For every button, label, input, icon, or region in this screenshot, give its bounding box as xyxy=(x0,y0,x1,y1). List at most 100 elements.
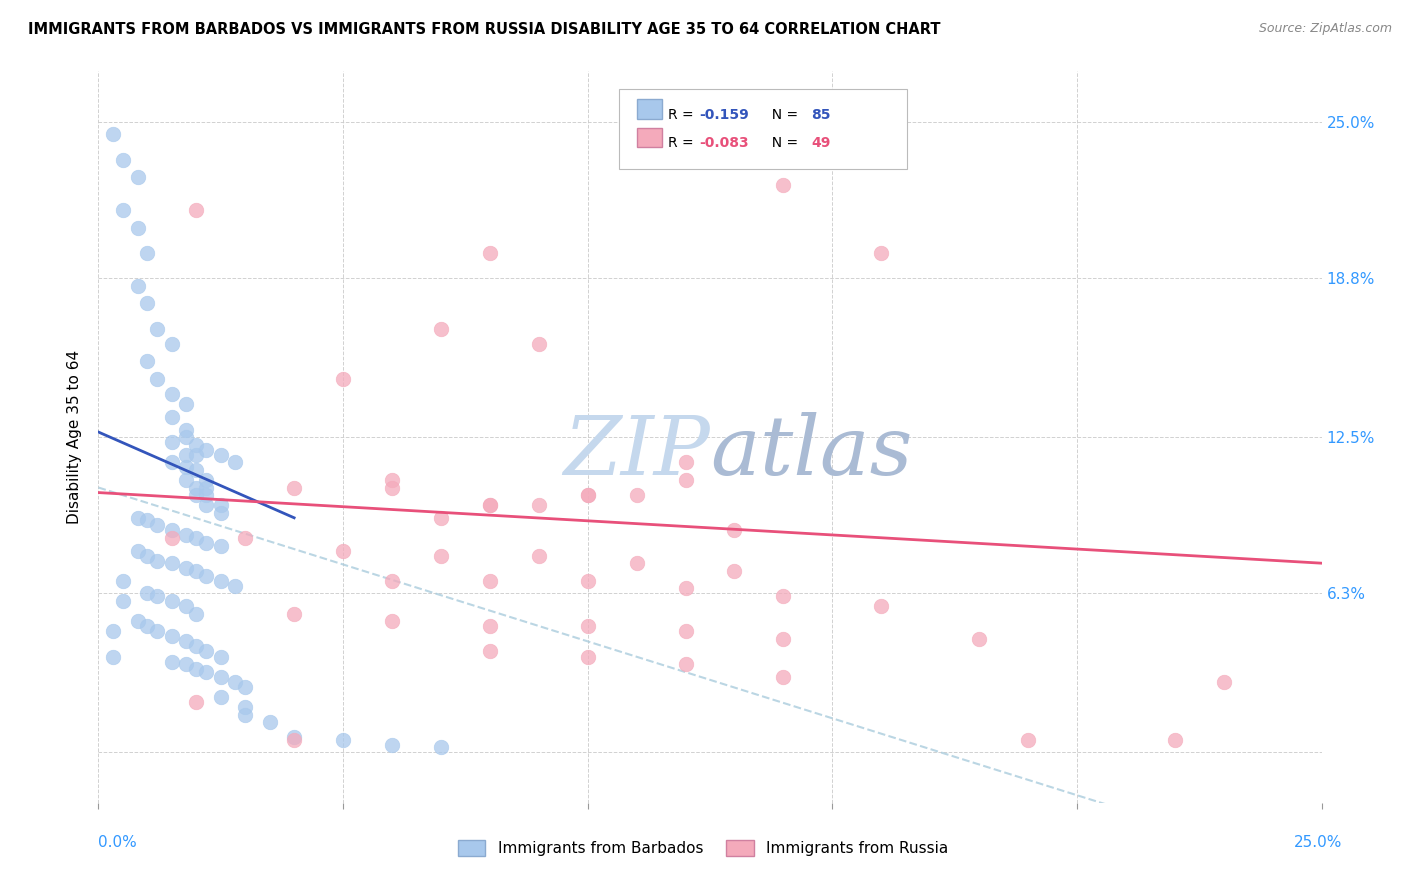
Point xyxy=(283,481,305,495)
Y-axis label: Disability Age 35 to 64: Disability Age 35 to 64 xyxy=(67,350,83,524)
Point xyxy=(772,178,794,192)
Point xyxy=(576,488,599,502)
Point xyxy=(136,354,159,368)
Text: 85: 85 xyxy=(811,108,831,122)
Point xyxy=(259,715,281,730)
Point xyxy=(233,680,256,694)
Point xyxy=(146,321,169,335)
Text: -0.159: -0.159 xyxy=(699,108,748,122)
Point xyxy=(430,321,453,335)
Point xyxy=(772,589,794,603)
Point xyxy=(381,738,404,752)
Point xyxy=(176,528,198,542)
Point xyxy=(195,665,218,679)
Point xyxy=(160,435,183,450)
Point xyxy=(209,649,232,664)
Point xyxy=(478,619,501,633)
Text: 25.0%: 25.0% xyxy=(1295,836,1343,850)
Point xyxy=(127,170,149,185)
Point xyxy=(160,556,183,570)
Point xyxy=(160,409,183,424)
Point xyxy=(209,448,232,462)
Point xyxy=(430,510,453,524)
Point xyxy=(186,463,208,477)
Point xyxy=(176,599,198,613)
Point xyxy=(146,372,169,386)
Point xyxy=(576,488,599,502)
Point xyxy=(195,536,218,550)
Point xyxy=(675,657,697,671)
Point xyxy=(176,460,198,475)
Point xyxy=(186,481,208,495)
Point xyxy=(478,498,501,512)
Point xyxy=(146,518,169,533)
Point xyxy=(160,455,183,469)
Point xyxy=(127,510,149,524)
Point xyxy=(209,690,232,704)
Point xyxy=(176,634,198,648)
Point xyxy=(195,644,218,658)
Point xyxy=(870,246,893,260)
Point xyxy=(186,448,208,462)
Point xyxy=(111,153,134,167)
Point xyxy=(195,442,218,457)
Point xyxy=(186,607,208,621)
Point xyxy=(160,531,183,545)
Point xyxy=(160,524,183,538)
Text: IMMIGRANTS FROM BARBADOS VS IMMIGRANTS FROM RUSSIA DISABILITY AGE 35 TO 64 CORRE: IMMIGRANTS FROM BARBADOS VS IMMIGRANTS F… xyxy=(28,22,941,37)
Point xyxy=(186,564,208,578)
Point xyxy=(176,561,198,575)
Point xyxy=(576,574,599,588)
Point xyxy=(527,336,550,351)
Point xyxy=(626,488,648,502)
Point xyxy=(576,649,599,664)
Point xyxy=(527,549,550,563)
Point xyxy=(283,732,305,747)
Point xyxy=(209,539,232,553)
Point xyxy=(675,624,697,639)
Point xyxy=(527,498,550,512)
Text: N =: N = xyxy=(763,136,803,151)
Point xyxy=(186,662,208,676)
Point xyxy=(186,640,208,654)
Point xyxy=(1212,674,1234,689)
Text: R =: R = xyxy=(668,108,697,122)
Point xyxy=(381,473,404,487)
Point xyxy=(136,619,159,633)
Point xyxy=(430,740,453,755)
Point xyxy=(1164,732,1187,747)
Text: R =: R = xyxy=(668,136,697,151)
Point xyxy=(332,543,354,558)
Point xyxy=(233,531,256,545)
Point xyxy=(1017,732,1039,747)
Point xyxy=(195,473,218,487)
Point xyxy=(233,700,256,714)
Point xyxy=(224,455,246,469)
Point xyxy=(772,632,794,646)
Point xyxy=(626,556,648,570)
Point xyxy=(186,203,208,218)
Point xyxy=(160,387,183,401)
Point xyxy=(101,649,124,664)
Point xyxy=(111,203,134,218)
Point xyxy=(146,589,169,603)
Point xyxy=(478,246,501,260)
Point xyxy=(101,624,124,639)
Point xyxy=(160,336,183,351)
Point xyxy=(195,498,218,512)
Point xyxy=(160,655,183,669)
Point xyxy=(195,488,218,502)
Point xyxy=(176,397,198,411)
Point xyxy=(723,524,745,538)
Point xyxy=(186,531,208,545)
Point xyxy=(136,513,159,527)
Point xyxy=(127,278,149,293)
Point xyxy=(967,632,990,646)
Point xyxy=(675,455,697,469)
Point xyxy=(176,473,198,487)
Point xyxy=(146,554,169,568)
Point xyxy=(127,614,149,628)
Point xyxy=(195,569,218,583)
Point xyxy=(176,423,198,437)
Point xyxy=(772,670,794,684)
